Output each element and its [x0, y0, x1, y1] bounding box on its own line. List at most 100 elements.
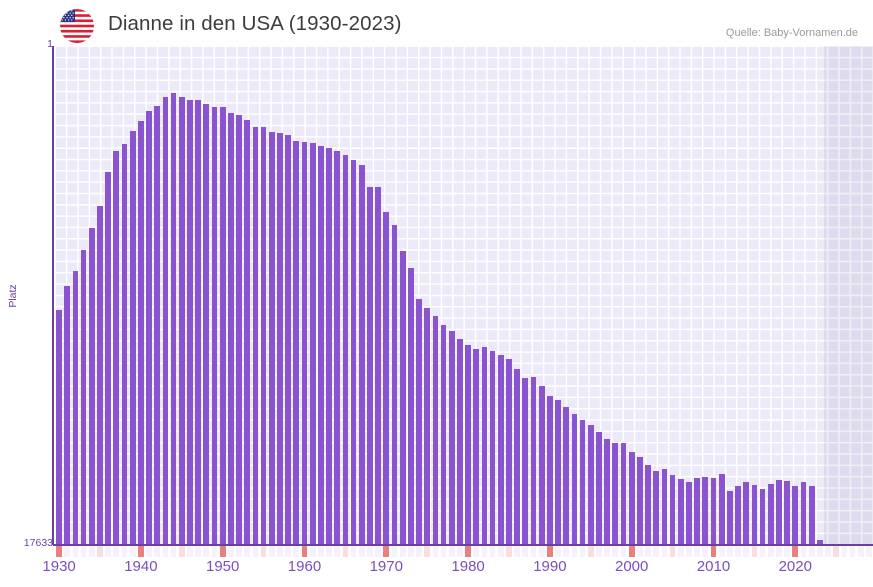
- x-tick-minor: [440, 546, 447, 557]
- bar: [375, 186, 381, 545]
- x-tick-major: [465, 546, 471, 557]
- bar: [138, 120, 144, 545]
- x-tick-major: [138, 546, 144, 557]
- bar: [637, 457, 643, 545]
- x-tick-minor: [80, 546, 87, 557]
- bar: [236, 114, 242, 545]
- x-tick-major: [547, 546, 553, 557]
- bar: [277, 132, 283, 545]
- bar: [694, 478, 700, 545]
- x-tick-minor: [358, 546, 365, 557]
- x-tick-minor: [64, 546, 71, 557]
- x-tick-minor: [743, 546, 750, 557]
- bar: [195, 99, 201, 545]
- x-tick-minor: [228, 546, 234, 557]
- x-tick-minor: [187, 546, 193, 557]
- bar: [497, 355, 504, 545]
- x-tick-minor: [350, 546, 357, 557]
- bar: [260, 126, 267, 545]
- bar: [391, 224, 398, 545]
- x-tick-minor: [841, 546, 848, 557]
- x-tick-minor: [121, 546, 128, 557]
- x-tick-minor: [473, 546, 480, 557]
- bar: [628, 452, 635, 545]
- x-tick-major: [792, 546, 799, 557]
- x-tick-minor: [759, 546, 766, 557]
- bar: [538, 386, 545, 545]
- x-tick-minor: [317, 546, 324, 557]
- bar: [530, 377, 537, 545]
- x-tick-minor: [514, 546, 521, 557]
- page-title: Dianne in den USA (1930-2023): [108, 12, 402, 35]
- bar: [80, 249, 87, 545]
- x-tick-semi: [342, 546, 349, 557]
- x-tick-minor: [702, 546, 709, 557]
- bar: [457, 339, 463, 545]
- bar: [228, 112, 234, 545]
- bar: [105, 171, 112, 545]
- x-tick-minor: [816, 546, 823, 557]
- x-tick-minor: [522, 546, 529, 557]
- x-tick-minor: [170, 546, 177, 557]
- x-tick-minor: [767, 546, 774, 557]
- y-axis-title: Platz: [7, 284, 19, 308]
- bar: [129, 130, 136, 545]
- x-tick-minor: [391, 546, 398, 557]
- bar: [735, 486, 741, 545]
- x-tick-semi: [751, 546, 758, 557]
- bar: [146, 110, 152, 545]
- bar: [800, 482, 807, 545]
- chart-header: Dianne in den USA (1930-2023) Quelle: Ba…: [0, 0, 873, 45]
- bar: [154, 105, 161, 545]
- x-tick-minor: [105, 546, 112, 557]
- y-axis-line: [52, 46, 54, 545]
- bar: [244, 119, 251, 545]
- bar: [56, 310, 62, 545]
- us-flag-icon: [60, 9, 94, 43]
- x-tick-minor: [195, 546, 201, 557]
- x-tick-label-1940: 1940: [124, 558, 158, 575]
- x-tick-minor: [857, 546, 864, 557]
- bar: [301, 141, 308, 545]
- x-tick-minor: [571, 546, 578, 557]
- bar: [317, 145, 324, 545]
- x-tick-minor: [866, 546, 872, 557]
- x-tick-minor: [309, 546, 316, 557]
- x-tick-minor: [538, 546, 545, 557]
- x-tick-minor: [285, 546, 291, 557]
- x-tick-semi: [97, 546, 103, 557]
- bar: [170, 92, 177, 545]
- bar: [718, 474, 725, 545]
- bar: [342, 154, 349, 545]
- x-tick-minor: [334, 546, 341, 557]
- x-tick-minor: [661, 546, 668, 557]
- x-tick-minor: [808, 546, 815, 557]
- x-tick-minor: [497, 546, 504, 557]
- bar: [162, 96, 169, 545]
- x-tick-minor: [735, 546, 741, 557]
- x-tick-semi: [506, 546, 512, 557]
- bar: [686, 482, 692, 545]
- x-tick-minor: [367, 546, 373, 557]
- x-tick-minor: [407, 546, 414, 557]
- bar: [465, 345, 471, 545]
- x-tick-label-1990: 1990: [533, 558, 567, 575]
- bar: [596, 432, 602, 545]
- x-tick-minor: [645, 546, 651, 557]
- bar: [587, 425, 594, 545]
- bar: [88, 227, 95, 545]
- bar: [252, 126, 259, 545]
- bar: [285, 134, 291, 545]
- x-tick-minor: [776, 546, 782, 557]
- x-tick-minor: [784, 546, 790, 557]
- x-tick-minor: [113, 546, 120, 557]
- bar: [555, 400, 561, 545]
- x-tick-minor: [686, 546, 692, 557]
- bar: [334, 150, 341, 545]
- x-tick-minor: [653, 546, 660, 557]
- x-tick-minor: [162, 546, 169, 557]
- bar: [784, 481, 790, 545]
- bar: [448, 331, 455, 545]
- x-tick-minor: [72, 546, 79, 557]
- bar: [669, 475, 676, 545]
